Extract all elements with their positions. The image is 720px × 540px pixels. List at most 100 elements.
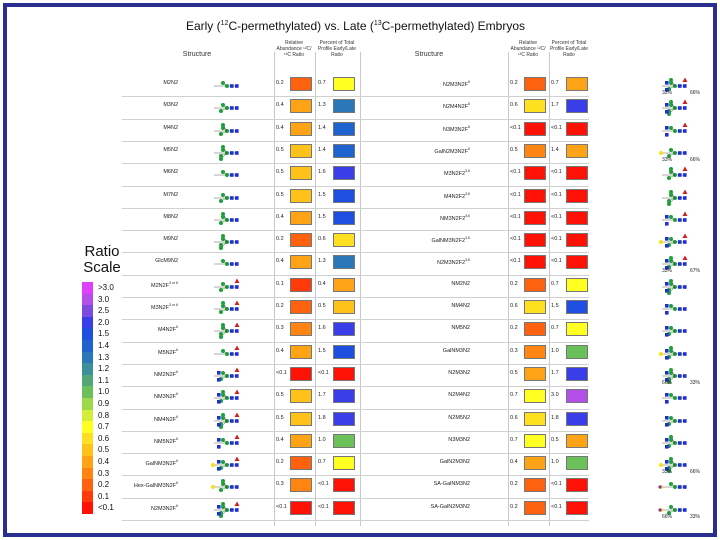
relative-abundance-swatch	[524, 188, 546, 203]
percent-profile-value: 0.4	[318, 280, 326, 287]
structure-name: N2M5N2	[416, 415, 470, 421]
structure-name: M8N2	[124, 214, 178, 220]
structure-name-superscript: 6	[176, 414, 178, 419]
scale-step: 0.3	[82, 467, 142, 480]
column-divider	[360, 52, 361, 526]
structure-name-superscript: 6	[176, 392, 178, 397]
structure-name-text: NM2N2F	[154, 371, 177, 378]
structure-name-superscript: 6	[468, 146, 470, 151]
scale-label: 1.1	[98, 375, 110, 385]
isomer-percent: 33%	[662, 469, 673, 476]
scale-step: 1.0	[82, 386, 142, 398]
scale-step: 1.5	[82, 328, 142, 340]
structure-name-text: SA-GalN2M3N2	[430, 503, 470, 510]
structure-name-text: N2M4N2F	[442, 104, 469, 111]
row-divider	[122, 363, 589, 365]
relative-abundance-swatch	[290, 77, 312, 91]
scale-step: >3.0	[82, 282, 142, 294]
percent-profile-swatch	[566, 210, 588, 225]
structure-name-text: M3N2	[163, 102, 178, 109]
relative-abundance-value: 0.3	[510, 347, 518, 354]
relative-abundance-value: 0.2	[276, 236, 284, 243]
row-divider	[122, 430, 589, 432]
structure-name-text: GalN2M3N2F	[434, 148, 469, 155]
percent-profile-value: 1.3	[318, 258, 326, 265]
glycan-structure-icon	[662, 278, 687, 295]
relative-abundance-swatch	[524, 456, 546, 471]
scale-swatch	[82, 467, 93, 480]
glycan-structure-icon	[214, 345, 240, 356]
structure-name-text: M4N2	[163, 124, 178, 131]
scale-swatch	[82, 409, 93, 422]
relative-abundance-value: 0.5	[276, 146, 284, 153]
percent-profile-swatch	[566, 411, 588, 426]
scale-swatch	[82, 490, 93, 503]
glycan-structure-icon	[211, 456, 240, 471]
row-divider	[122, 185, 589, 187]
isomer-percent: 66%	[690, 469, 701, 476]
isomer-percent: 66%	[662, 513, 673, 520]
relative-abundance-swatch	[290, 344, 312, 359]
glycan-structure-icon	[662, 326, 687, 337]
glycan-structure-icon	[659, 147, 687, 158]
percent-profile-swatch	[333, 210, 355, 225]
scale-label: 0.6	[98, 433, 110, 443]
scale-step: 3.0	[82, 293, 142, 306]
relative-abundance-value: 0.2	[510, 481, 518, 488]
percent-profile-value: 1.0	[318, 436, 326, 443]
scale-swatch	[82, 363, 93, 375]
scale-step: 0.9	[82, 398, 142, 410]
isomer-percent: 33%	[662, 156, 673, 163]
percent-profile-swatch	[333, 255, 355, 270]
scale-label: 0.4	[98, 457, 110, 466]
structure-name-text: Hex-GalNM3N2F	[133, 483, 177, 490]
relative-abundance-value: 0.4	[276, 258, 284, 265]
row-divider	[122, 118, 589, 120]
percent-profile-value: 1.5	[551, 303, 559, 309]
structure-name-text: N2M3N2	[448, 369, 470, 376]
percent-profile-swatch	[566, 322, 588, 337]
structure-name-text: M3N2F2	[444, 171, 466, 178]
relative-abundance-value: 0.2	[510, 503, 518, 510]
structure-name: M7N2	[124, 192, 178, 198]
percent-profile-swatch	[333, 366, 355, 381]
structure-name: N3M3N2F6	[416, 125, 470, 133]
structure-name-text: N2M3N2F	[442, 81, 469, 88]
glycan-structure-icon	[214, 501, 240, 518]
structure-name: SA-GalNM3N2	[416, 481, 470, 487]
relative-abundance-value: 0.2	[510, 280, 518, 287]
relative-abundance-value: 0.7	[510, 392, 518, 399]
structure-name-superscript: 6	[176, 369, 178, 374]
relative-abundance-value: 0.4	[276, 436, 284, 443]
isomer-percent: 33%	[662, 90, 673, 96]
structure-name: NM4N2F6	[124, 415, 178, 423]
relative-abundance-swatch	[290, 121, 312, 136]
percent-profile-swatch	[333, 433, 355, 448]
scale-step: 1.1	[82, 374, 142, 387]
isomer-percent: 33%	[690, 513, 701, 520]
percent-profile-value: 0.7	[551, 325, 559, 332]
structure-name-superscript: 3 or 6	[169, 280, 178, 285]
scale-label: 1.5	[98, 329, 110, 339]
structure-name: N2M4N2F6	[416, 102, 470, 110]
relative-abundance-swatch	[524, 277, 546, 292]
isomer-percent: 33%	[662, 268, 673, 275]
structure-name: N2M3N2	[416, 370, 470, 376]
scale-label: 2.5	[98, 306, 110, 316]
title-part: C-permethylated) Embryos	[381, 19, 526, 33]
row-divider	[122, 408, 589, 410]
left-percent-header: Percent of Total Profile Early/Late Rati…	[317, 40, 357, 58]
structure-name-superscript: 3,6	[465, 169, 470, 174]
relative-abundance-swatch	[290, 322, 312, 337]
structure-name-text: GalNM3N2F	[145, 460, 177, 467]
glycan-structure-icon	[214, 170, 239, 178]
relative-abundance-value: <0.1	[510, 191, 521, 198]
relative-abundance-swatch	[290, 389, 312, 404]
relative-abundance-value: 0.6	[510, 303, 518, 309]
percent-profile-swatch	[333, 77, 355, 91]
structure-name-superscript: 3,6	[465, 191, 470, 196]
relative-abundance-value: 0.4	[276, 102, 284, 109]
scale-step: 0.4	[82, 456, 142, 468]
structure-name-superscript: 6	[176, 459, 178, 464]
percent-profile-value: 1.7	[551, 369, 559, 376]
